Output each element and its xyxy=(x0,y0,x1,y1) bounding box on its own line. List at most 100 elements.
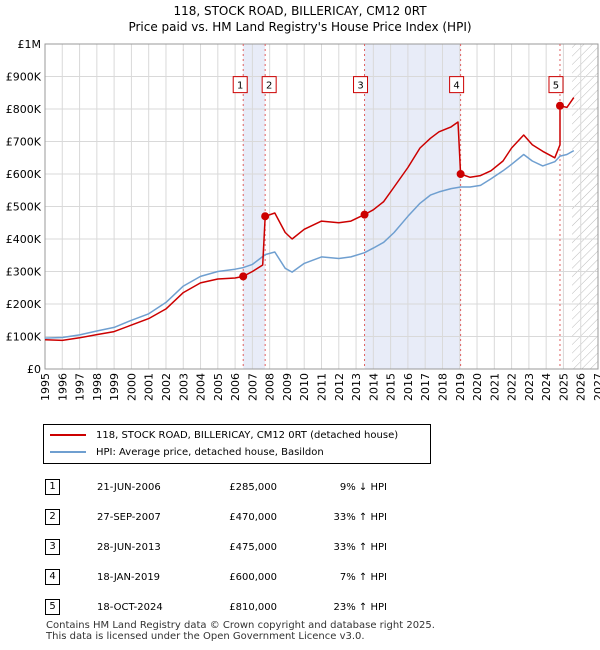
x-tick-label: 1995 xyxy=(39,373,52,401)
x-tick-label: 2021 xyxy=(488,373,501,401)
y-tick-label: £200K xyxy=(6,298,42,311)
plot-border xyxy=(44,43,599,370)
x-tick-label: 2013 xyxy=(350,373,363,401)
sale-number-badge: 2 xyxy=(45,509,60,525)
x-tick-label: 2017 xyxy=(419,373,432,401)
x-tick-label: 2001 xyxy=(143,373,156,401)
legend-hpi-label: HPI: Average price, detached house, Basi… xyxy=(96,446,324,458)
hpi-line xyxy=(44,149,575,339)
sale-number-badge: 5 xyxy=(45,599,60,615)
sale-point xyxy=(456,170,465,178)
table-row: 1 21-JUN-2006 £285,000 9% ↓ HPI xyxy=(38,472,387,502)
x-tick-label: 2016 xyxy=(402,373,415,401)
sale-date: 18-JAN-2019 xyxy=(97,571,161,583)
x-tick-label: 2015 xyxy=(385,373,398,401)
x-tick-label: 2023 xyxy=(523,373,536,401)
x-tick-label: 1997 xyxy=(74,373,87,401)
sale-point xyxy=(555,101,564,110)
y-tick-label: £700K xyxy=(6,136,42,149)
x-tick-label: 2004 xyxy=(195,373,208,401)
sale-price: £475,000 xyxy=(229,541,277,553)
x-tick-label: 2012 xyxy=(333,373,346,401)
sale-label-box xyxy=(449,76,465,94)
chart-title: 118, STOCK ROAD, BILLERICAY, CM12 0RT xyxy=(173,4,427,18)
table-row: 5 18-OCT-2024 £810,000 23% ↑ HPI xyxy=(38,592,387,622)
y-tick-label: £1M xyxy=(18,38,42,51)
transactions-table: 1 21-JUN-2006 £285,000 9% ↓ HPI 2 27-SEP… xyxy=(38,472,387,622)
sale-label-number: 3 xyxy=(357,81,363,92)
x-tick-label: 2005 xyxy=(212,373,225,401)
sale-label-box xyxy=(261,76,277,94)
sale-hpi-diff: 33% ↑ HPI xyxy=(333,541,387,553)
legend-hpi-swatch xyxy=(50,451,86,453)
x-tick-label: 2025 xyxy=(557,373,570,401)
x-tick-label: 2018 xyxy=(436,373,449,401)
sale-hpi-diff: 33% ↑ HPI xyxy=(333,511,387,523)
x-tick-label: 2000 xyxy=(125,373,138,401)
sale-date: 21-JUN-2006 xyxy=(97,481,161,493)
legend-property-swatch xyxy=(50,434,86,436)
sale-date: 27-SEP-2007 xyxy=(97,511,161,523)
x-tick-label: 2027 xyxy=(592,373,600,401)
footer-licence: This data is licensed under the Open Gov… xyxy=(46,631,365,642)
x-tick-label: 1996 xyxy=(56,373,69,401)
sale-label-number: 4 xyxy=(453,81,459,92)
x-tick-label: 2022 xyxy=(506,373,519,401)
sale-label-number: 5 xyxy=(553,81,559,92)
y-tick-label: £0 xyxy=(27,363,41,376)
x-tick-label: 2007 xyxy=(246,373,259,401)
y-tick-label: £300K xyxy=(6,266,42,279)
x-tick-label: 2009 xyxy=(281,373,294,401)
legend-property: 118, STOCK ROAD, BILLERICAY, CM12 0RT (d… xyxy=(50,427,398,443)
x-tick-label: 2008 xyxy=(264,373,277,401)
table-row: 4 18-JAN-2019 £600,000 7% ↑ HPI xyxy=(38,562,387,592)
footer: Contains HM Land Registry data © Crown c… xyxy=(46,620,435,642)
x-tick-label: 1999 xyxy=(108,373,121,401)
sale-point xyxy=(261,212,270,221)
sale-point xyxy=(360,210,369,219)
sale-number-badge: 4 xyxy=(45,569,60,585)
sale-hpi-diff: 9% ↓ HPI xyxy=(339,481,387,493)
table-row: 2 27-SEP-2007 £470,000 33% ↑ HPI xyxy=(38,502,387,532)
x-tick-label: 2026 xyxy=(575,373,588,401)
x-tick-label: 2003 xyxy=(177,373,190,401)
sale-hpi-diff: 23% ↑ HPI xyxy=(333,601,387,613)
y-tick-label: £400K xyxy=(6,233,42,246)
sale-label-number: 2 xyxy=(266,81,272,92)
x-tick-label: 2020 xyxy=(471,373,484,401)
sale-number-badge: 3 xyxy=(45,539,60,555)
sale-date: 18-OCT-2024 xyxy=(97,601,163,613)
x-tick-label: 2019 xyxy=(454,373,467,401)
sale-label-box xyxy=(232,76,248,94)
chart-subtitle: Price paid vs. HM Land Registry's House … xyxy=(128,20,472,34)
footer-copyright: Contains HM Land Registry data © Crown c… xyxy=(46,620,435,631)
sale-price: £285,000 xyxy=(229,481,277,493)
sale-date: 28-JUN-2013 xyxy=(97,541,161,553)
x-tick-label: 2010 xyxy=(298,373,311,401)
sale-price: £810,000 xyxy=(229,601,277,613)
x-tick-label: 2024 xyxy=(540,373,553,401)
y-tick-label: £800K xyxy=(6,103,42,116)
x-tick-label: 2006 xyxy=(229,373,242,401)
legend-hpi: HPI: Average price, detached house, Basi… xyxy=(50,444,324,460)
table-row: 3 28-JUN-2013 £475,000 33% ↑ HPI xyxy=(38,532,387,562)
sale-number-badge: 1 xyxy=(45,479,60,495)
y-tick-label: £500K xyxy=(6,201,42,214)
sale-label-box xyxy=(548,76,564,94)
x-tick-label: 2014 xyxy=(367,373,380,401)
sale-point xyxy=(239,272,248,281)
sale-price: £600,000 xyxy=(229,571,277,583)
sale-price: £470,000 xyxy=(229,511,277,523)
legend-property-label: 118, STOCK ROAD, BILLERICAY, CM12 0RT (d… xyxy=(96,429,399,441)
x-tick-label: 2002 xyxy=(160,373,173,401)
sale-label-number: 1 xyxy=(237,81,243,92)
price-chart: £0 £100K £200K £300K £400K £500K £600K £700K £80… xyxy=(6,38,600,401)
y-tick-label: £900K xyxy=(6,71,42,84)
y-tick-label: £100K xyxy=(6,331,42,344)
sale-label-box xyxy=(353,76,369,94)
y-tick-label: £600K xyxy=(6,168,42,181)
x-tick-label: 2011 xyxy=(316,373,329,401)
legend: 118, STOCK ROAD, BILLERICAY, CM12 0RT (d… xyxy=(43,424,431,464)
x-tick-label: 1998 xyxy=(91,373,104,401)
sale-hpi-diff: 7% ↑ HPI xyxy=(339,571,387,583)
